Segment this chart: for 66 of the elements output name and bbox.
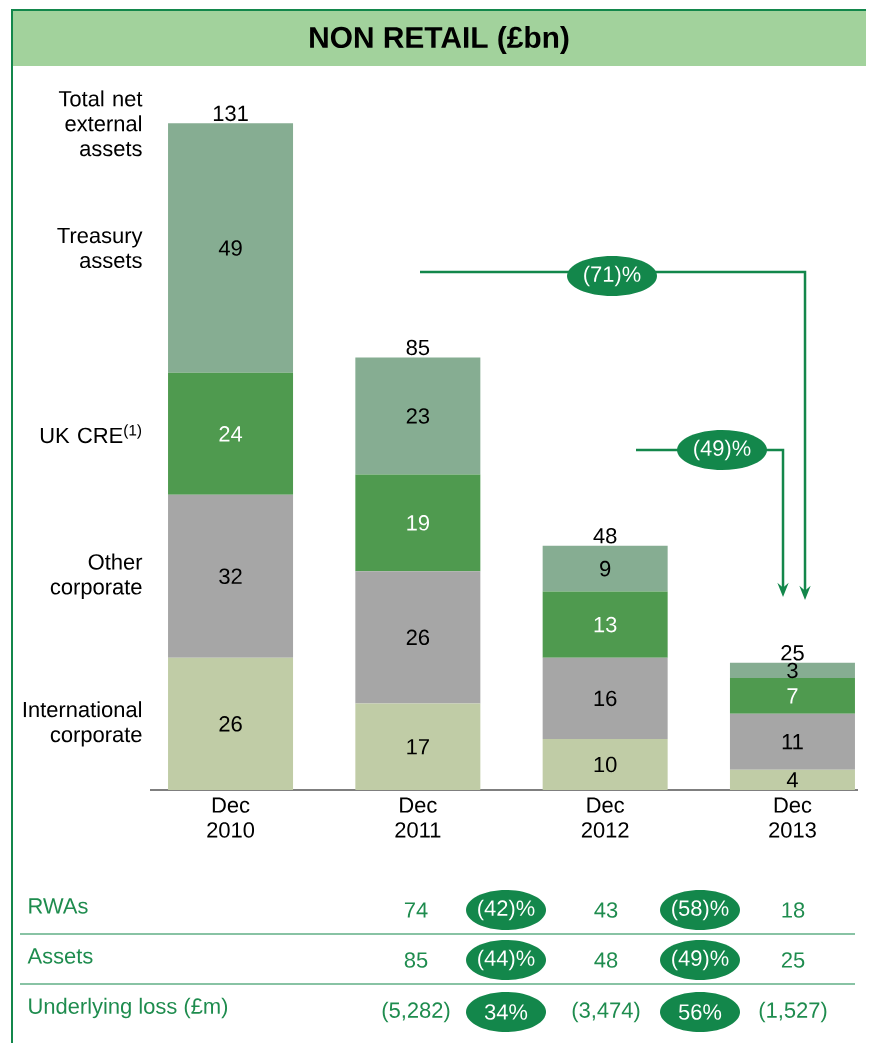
bar bbox=[542, 545, 668, 592]
text: (1,527) bbox=[759, 1001, 827, 1023]
data-label: 32 bbox=[219, 568, 242, 585]
bar bbox=[168, 494, 294, 658]
text: 25 bbox=[781, 952, 805, 968]
data-label: 24 bbox=[219, 426, 243, 442]
x-tick-label: Dec 2011 bbox=[395, 797, 441, 838]
text: 74 bbox=[404, 902, 428, 918]
data-label: 9 bbox=[600, 560, 611, 577]
data-label: 3 bbox=[787, 662, 798, 679]
text: (49)% bbox=[672, 949, 729, 971]
series-label: International corporate bbox=[23, 701, 142, 747]
x-tick-label: Dec 2010 bbox=[207, 797, 255, 838]
text: 43 bbox=[594, 902, 618, 918]
chart-title: NON RETAIL (£bn) bbox=[310, 26, 569, 54]
text: RWAs bbox=[29, 898, 88, 914]
total-label: 48 bbox=[593, 528, 617, 544]
total-label: 25 bbox=[781, 645, 804, 661]
bar bbox=[542, 657, 668, 740]
data-label: 49 bbox=[218, 240, 242, 256]
data-label: 13 bbox=[594, 616, 617, 633]
bar bbox=[729, 769, 855, 791]
text: 56% bbox=[678, 1004, 722, 1020]
text: (5,282) bbox=[382, 1001, 450, 1023]
data-label: 23 bbox=[406, 408, 430, 424]
annotation: (71)% bbox=[584, 265, 641, 287]
bar bbox=[168, 657, 294, 791]
bar bbox=[542, 739, 668, 791]
text: Underlying loss (£m) bbox=[29, 997, 228, 1019]
bar bbox=[355, 357, 481, 475]
data-label: 10 bbox=[594, 756, 617, 773]
data-label: 16 bbox=[594, 690, 617, 707]
data-label: 4 bbox=[786, 772, 798, 788]
bar bbox=[355, 474, 481, 572]
data-label: 17 bbox=[407, 739, 429, 755]
annotation: (49)% bbox=[694, 439, 751, 461]
series-label: UK CRE$^{(1)}$ bbox=[40, 424, 142, 444]
text: 34% bbox=[484, 1004, 528, 1020]
x-tick-label: Dec 2012 bbox=[581, 797, 629, 838]
text: Total net external assets bbox=[58, 90, 143, 157]
series-label: Other corporate bbox=[50, 553, 143, 599]
text: 48 bbox=[594, 952, 618, 968]
bar bbox=[729, 678, 855, 714]
x-tick-label: Dec 2013 bbox=[769, 797, 816, 838]
text: (44)% bbox=[478, 949, 535, 971]
total-label: 85 bbox=[406, 339, 430, 356]
series-label: Treasury assets bbox=[57, 227, 143, 269]
bar bbox=[729, 662, 855, 679]
bar bbox=[168, 123, 294, 373]
text: (42)% bbox=[478, 899, 535, 921]
text: (3,474) bbox=[572, 1001, 640, 1023]
data-label: 26 bbox=[406, 629, 430, 646]
total-label: 131 bbox=[213, 105, 248, 122]
data-label: 26 bbox=[219, 716, 242, 732]
data-label: 11 bbox=[782, 734, 803, 750]
bar bbox=[168, 372, 294, 495]
bar bbox=[542, 591, 668, 658]
text: (58)% bbox=[672, 899, 729, 921]
data-label: 19 bbox=[407, 515, 429, 531]
text: Assets bbox=[27, 948, 93, 964]
data-label: 7 bbox=[787, 688, 798, 704]
bar bbox=[355, 703, 481, 791]
text: 18 bbox=[782, 902, 805, 918]
text: 85 bbox=[404, 952, 428, 968]
bar bbox=[729, 713, 855, 770]
bar bbox=[355, 571, 481, 704]
